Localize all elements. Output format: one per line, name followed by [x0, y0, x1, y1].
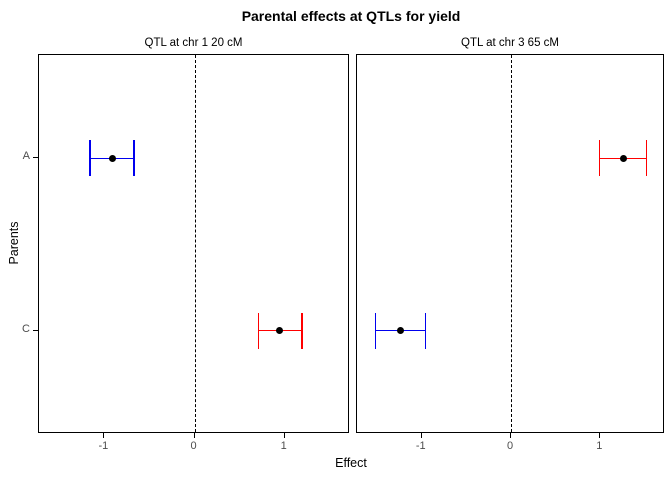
x-tick-label: -1 — [415, 440, 426, 452]
chart-title: Parental effects at QTLs for yield — [241, 8, 461, 24]
x-tick-mark — [599, 433, 601, 438]
point-estimate — [275, 327, 283, 335]
point-estimate — [396, 327, 404, 335]
x-tick-label: 0 — [190, 440, 197, 452]
y-axis-title: Parents — [7, 221, 21, 265]
zero-reference-line — [194, 55, 196, 432]
error-bar-cap — [257, 312, 260, 349]
x-tick-mark — [510, 433, 511, 438]
x-tick-mark — [103, 433, 105, 438]
y-tick-label: C — [22, 322, 30, 335]
panel — [38, 54, 349, 433]
x-tick-label: 1 — [596, 440, 603, 452]
y-tick-label: A — [22, 150, 30, 163]
panel — [356, 54, 664, 433]
y-tick-mark — [33, 329, 38, 331]
x-tick-mark — [420, 433, 422, 438]
error-bar-cap — [424, 312, 427, 349]
error-bar-cap — [301, 312, 303, 349]
point-estimate — [619, 154, 627, 162]
error-bar-cap — [374, 312, 377, 349]
facet-strip-label: QTL at chr 3 65 cM — [461, 37, 559, 49]
x-tick-label: 0 — [506, 440, 514, 452]
error-bar-cap — [598, 140, 601, 177]
error-bar-cap — [89, 140, 91, 177]
x-axis-title: Effect — [335, 456, 367, 470]
x-tick-label: -1 — [98, 440, 109, 452]
x-tick-label: 1 — [280, 440, 287, 452]
error-bar-cap — [133, 140, 135, 177]
y-tick-mark — [33, 157, 38, 159]
zero-reference-line — [511, 55, 512, 432]
error-bar-cap — [645, 140, 648, 177]
x-tick-mark — [193, 433, 195, 438]
facet-strip-label: QTL at chr 1 20 cM — [144, 37, 243, 49]
x-tick-mark — [283, 433, 285, 438]
point-estimate — [108, 154, 116, 162]
